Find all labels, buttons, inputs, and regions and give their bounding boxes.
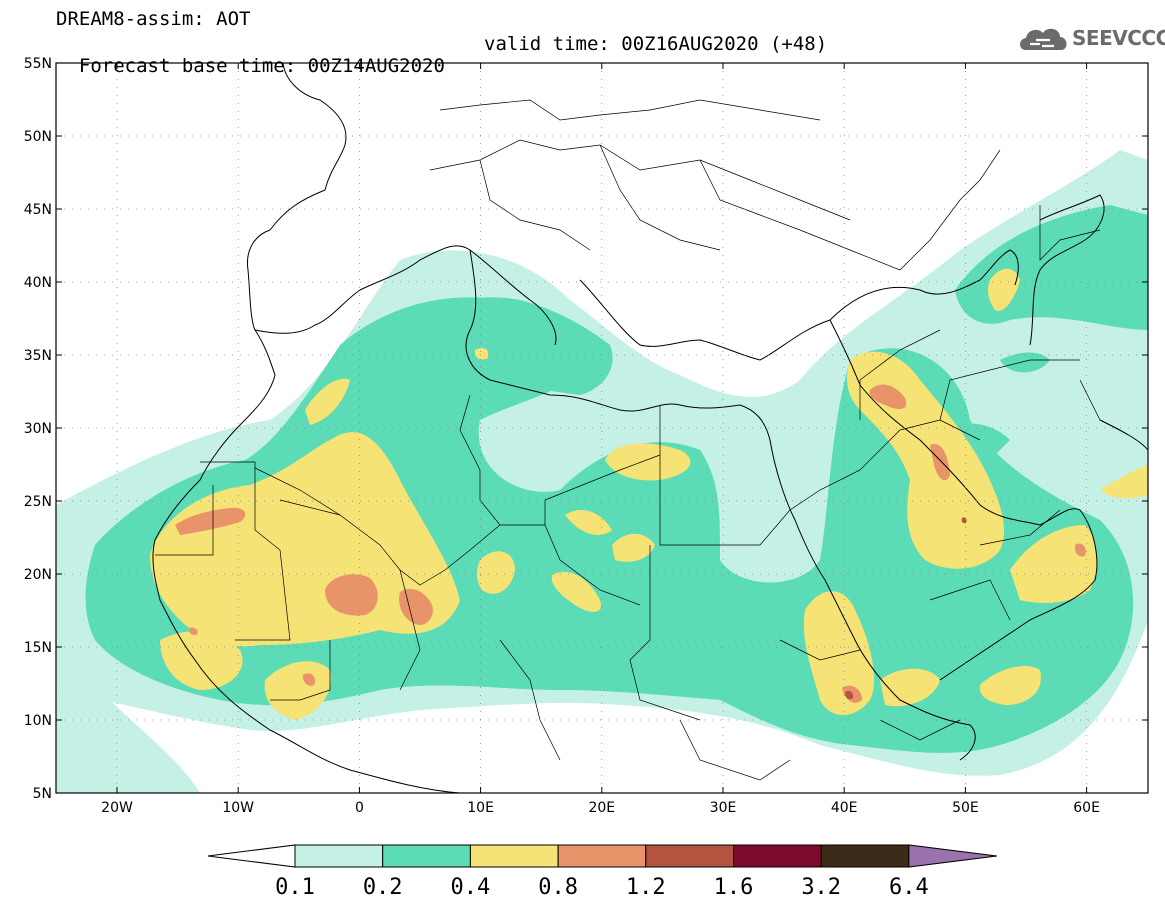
cloud-icon	[1020, 28, 1067, 50]
map-title: DREAM8-assim: AOT	[56, 8, 251, 30]
axis-ticks	[56, 62, 1148, 794]
colorbar-swatch	[557, 844, 647, 868]
lat-label: 40N	[24, 275, 52, 291]
colorbar-swatch	[645, 844, 734, 868]
graticule	[56, 63, 1148, 793]
lat-label: 50N	[24, 129, 52, 145]
colorbar	[207, 844, 997, 868]
lon-label: 10W	[222, 800, 254, 816]
logo-text: SEEVCCC	[1072, 26, 1165, 50]
aot-level-1.2	[845, 517, 967, 700]
aot-level-0.4	[150, 268, 1148, 720]
lon-label: 0	[355, 800, 364, 816]
seevccc-logo: SEEVCCC	[1016, 22, 1165, 56]
longitude-labels: 20W 10W 0 10E 20E 30E 40E 50E 60E	[101, 800, 1100, 816]
colorbar-label: 3.2	[801, 875, 841, 900]
aot-field	[56, 150, 1148, 793]
lat-label: 10N	[24, 713, 52, 729]
colorbar-label: 6.4	[889, 875, 929, 900]
colorbar-swatch	[820, 844, 910, 868]
lat-label: 25N	[24, 494, 52, 510]
colorbar-swatch	[382, 844, 471, 868]
colorbar-arrow-low	[207, 844, 296, 868]
lat-label: 20N	[24, 567, 52, 583]
lat-label: 5N	[33, 786, 52, 802]
latitude-labels: 55N 50N 45N 40N 35N 30N 25N 20N 15N 10N 5N	[24, 56, 52, 802]
colorbar-label: 0.8	[538, 875, 578, 900]
colorbar-label: 1.6	[714, 875, 754, 900]
lat-label: 55N	[24, 56, 52, 72]
colorbar-label: 1.2	[626, 875, 666, 900]
forecast-base-time: Forecast base time: 00Z14AUG2020 valid t…	[56, 33, 827, 99]
country-borders	[155, 99, 1121, 781]
colorbar-swatch	[469, 844, 559, 868]
base-time-text: Forecast base time: 00Z14AUG2020	[78, 55, 445, 77]
colorbar-swatch	[294, 844, 384, 868]
lon-label: 20W	[101, 800, 133, 816]
colorbar-label: 0.1	[275, 875, 315, 900]
lat-label: 30N	[24, 421, 52, 437]
colorbar-labels: 0.1 0.2 0.4 0.8 1.2 1.6 3.2 6.4	[275, 875, 929, 900]
lon-label: 10E	[467, 800, 494, 816]
lon-label: 50E	[952, 800, 979, 816]
lat-label: 35N	[24, 348, 52, 364]
valid-time-text: valid time: 00Z16AUG2020 (+48)	[484, 33, 828, 55]
colorbar-swatch	[733, 844, 822, 868]
colorbar-label: 0.2	[363, 875, 403, 900]
aot-level-0.8	[175, 384, 1086, 703]
lon-label: 40E	[831, 800, 858, 816]
lon-label: 30E	[710, 800, 737, 816]
lat-label: 45N	[24, 202, 52, 218]
colorbar-label: 0.4	[451, 875, 491, 900]
lon-label: 20E	[588, 800, 615, 816]
lat-label: 15N	[24, 640, 52, 656]
coastlines	[152, 63, 1148, 793]
lon-label: 60E	[1073, 800, 1100, 816]
colorbar-arrow-high	[908, 844, 997, 868]
